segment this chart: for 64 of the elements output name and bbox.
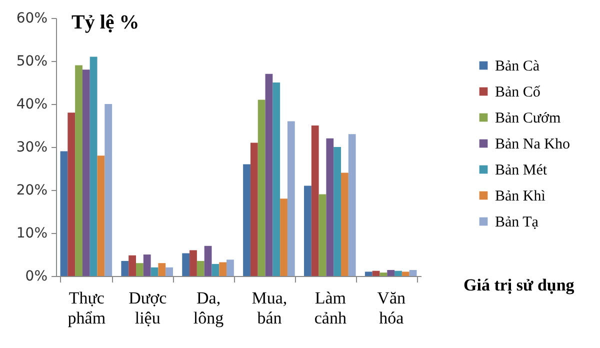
- bar: [402, 272, 410, 276]
- x-tick-label: Thực phẩm: [68, 288, 106, 328]
- x-tick-label: Mua, bán: [252, 288, 288, 328]
- bar: [82, 70, 90, 276]
- legend-label: Bản Cà: [495, 58, 540, 74]
- bar: [196, 260, 204, 276]
- legend-label: Bản Khì: [495, 188, 546, 204]
- bar: [219, 262, 227, 276]
- bar: [334, 147, 341, 276]
- bar: [143, 254, 151, 276]
- bar: [212, 264, 220, 276]
- bar: [104, 104, 112, 276]
- bar: [204, 246, 212, 276]
- bar: [409, 270, 417, 276]
- bar: [190, 250, 197, 276]
- bar: [387, 270, 395, 276]
- bar: [158, 263, 166, 276]
- bar: [265, 74, 273, 276]
- bar: [372, 270, 380, 276]
- legend-label: Bản Cướm: [495, 110, 561, 126]
- bar: [280, 198, 288, 276]
- bar: [258, 100, 266, 276]
- x-axis-title: Giá trị sử dụng: [464, 276, 575, 294]
- bar: [311, 126, 319, 276]
- bar: [60, 151, 68, 276]
- bar: [326, 138, 334, 276]
- bar: [243, 164, 250, 276]
- bar: [380, 272, 388, 276]
- x-tick-label: Dược liệu: [128, 288, 168, 328]
- y-tick-label: 30%: [16, 140, 48, 156]
- x-tick-label: Làm cảnh: [314, 288, 347, 328]
- bar: [121, 260, 129, 276]
- bar: [287, 121, 295, 276]
- bar: [318, 194, 326, 276]
- bar: [150, 267, 158, 276]
- y-tick-label: 10%: [16, 226, 48, 242]
- bar: [226, 260, 234, 276]
- x-tick-label: Da, lông: [193, 288, 224, 328]
- x-tick-label: Văn hóa: [377, 288, 406, 328]
- bar: [304, 186, 312, 276]
- y-axis-title: Tỷ lệ %: [72, 12, 140, 34]
- bar: [75, 65, 82, 276]
- bar: [348, 134, 356, 276]
- legend-label: Bản Cố: [495, 84, 541, 100]
- y-tick-label: 50%: [16, 54, 48, 70]
- legend-label: Bản Mét: [495, 162, 548, 178]
- y-tick-label: 60%: [16, 10, 48, 26]
- bar: [97, 156, 105, 276]
- bar: [250, 142, 258, 276]
- y-tick-label: 20%: [16, 182, 48, 198]
- bar: [166, 267, 173, 276]
- bar: [272, 82, 280, 276]
- bar: [341, 172, 348, 276]
- bar: [90, 56, 98, 276]
- legend-label: Bản Na Kho: [495, 136, 570, 152]
- bar: [68, 112, 76, 276]
- bar: [182, 253, 190, 276]
- y-tick-label: 40%: [16, 96, 48, 112]
- bar: [394, 270, 402, 276]
- y-tick-label: 0%: [25, 268, 48, 284]
- bar: [136, 263, 144, 276]
- bar: [128, 255, 136, 276]
- bar: [364, 272, 372, 276]
- legend-label: Bản Tạ: [495, 214, 539, 230]
